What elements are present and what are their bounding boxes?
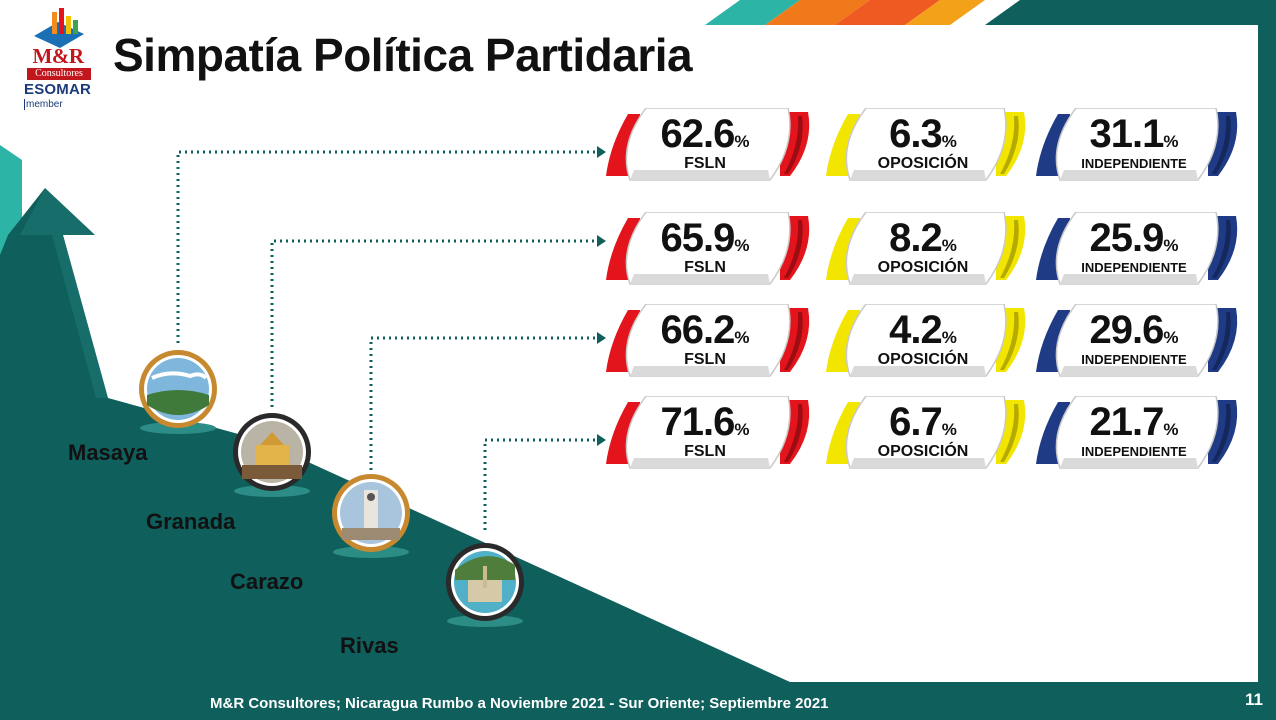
logo-esomar: ESOMAR: [24, 81, 92, 98]
tile-shape: [826, 396, 1026, 469]
party-label: OPOSICIÓN: [877, 259, 969, 276]
fsln-result-granada: 65.9% FSLN: [606, 212, 814, 286]
fsln-result-rivas: 71.6% FSLN: [606, 396, 814, 470]
city-label-masaya: Masaya: [68, 440, 148, 465]
page-number: 11: [1245, 690, 1263, 709]
party-label: FSLN: [684, 259, 726, 276]
fsln-result-masaya: 62.6% FSLN: [606, 108, 814, 182]
percent-symbol: %: [1163, 420, 1179, 439]
percent-value: 65.9%: [616, 216, 794, 261]
party-label: OPOSICIÓN: [877, 443, 969, 460]
logo-brand: M&R: [32, 44, 84, 68]
party-label: INDEPENDIENTE: [1081, 156, 1187, 171]
independiente-result-masaya: 31.1% INDEPENDIENTE: [1036, 108, 1242, 182]
city-label-carazo: Carazo: [230, 569, 304, 594]
footer-band: [0, 682, 1276, 720]
party-label: INDEPENDIENTE: [1081, 352, 1187, 367]
percent-value: 66.2%: [616, 308, 794, 353]
percent-value: 31.1%: [1046, 112, 1222, 157]
tile-shape: [1036, 212, 1238, 285]
fsln-result-carazo: 66.2% FSLN: [606, 304, 814, 378]
percent-symbol: %: [1163, 132, 1179, 151]
percent-number: 65.9: [660, 216, 736, 260]
page-title: Simpatía Política Partidaria: [113, 29, 693, 81]
percent-symbol: %: [941, 236, 957, 255]
tile-shape: [606, 212, 810, 285]
percent-symbol: %: [734, 236, 750, 255]
percent-symbol: %: [1163, 236, 1179, 255]
percent-symbol: %: [941, 328, 957, 347]
independiente-result-granada: 25.9% INDEPENDIENTE: [1036, 212, 1242, 286]
percent-number: 62.6: [660, 112, 736, 156]
percent-value: 29.6%: [1046, 308, 1222, 353]
party-label: FSLN: [684, 443, 726, 460]
percent-symbol: %: [941, 420, 957, 439]
independiente-result-carazo: 29.6% INDEPENDIENTE: [1036, 304, 1242, 378]
percent-value: 71.6%: [616, 400, 794, 445]
tile-shape: [606, 304, 810, 377]
percent-value: 21.7%: [1046, 400, 1222, 445]
oposicion-result-granada: 8.2% OPOSICIÓN: [826, 212, 1030, 286]
tile-shape: [826, 304, 1026, 377]
percent-value: 62.6%: [616, 112, 794, 157]
percent-symbol: %: [734, 420, 750, 439]
percent-value: 25.9%: [1046, 216, 1222, 261]
tile-shape: [606, 108, 810, 181]
percent-number: 66.2: [660, 308, 736, 352]
percent-number: 25.9: [1089, 216, 1165, 260]
percent-number: 71.6: [660, 400, 736, 444]
top-band-teal: [985, 0, 1276, 25]
top-stripe-yellow: [905, 0, 985, 25]
party-label: FSLN: [684, 155, 726, 172]
oposicion-result-masaya: 6.3% OPOSICIÓN: [826, 108, 1030, 182]
carazo-photo: [332, 474, 410, 558]
percent-value: 6.7%: [836, 400, 1010, 445]
rivas-photo: [446, 543, 524, 627]
masaya-photo: [139, 350, 217, 434]
percent-symbol: %: [734, 132, 750, 151]
city-label-granada: Granada: [146, 509, 236, 534]
right-edge-band: [1258, 25, 1276, 685]
tile-shape: [606, 396, 810, 469]
party-label: INDEPENDIENTE: [1081, 260, 1187, 275]
tile-shape: [1036, 396, 1238, 469]
footer-source: M&R Consultores; Nicaragua Rumbo a Novie…: [210, 695, 829, 712]
percent-value: 6.3%: [836, 112, 1010, 157]
party-label: INDEPENDIENTE: [1081, 444, 1187, 459]
oposicion-result-carazo: 4.2% OPOSICIÓN: [826, 304, 1030, 378]
percent-symbol: %: [941, 132, 957, 151]
growth-arrow: [0, 188, 790, 682]
percent-number: 6.3: [889, 112, 943, 156]
percent-number: 29.6: [1089, 308, 1165, 352]
oposicion-result-rivas: 6.7% OPOSICIÓN: [826, 396, 1030, 470]
tile-shape: [1036, 108, 1238, 181]
logo-subtitle: Consultores: [27, 68, 91, 80]
granada-photo: [233, 413, 311, 497]
percent-number: 31.1: [1089, 112, 1165, 156]
tile-shape: [826, 212, 1026, 285]
percent-number: 21.7: [1089, 400, 1165, 444]
percent-number: 8.2: [889, 216, 943, 260]
tile-shape: [826, 108, 1026, 181]
percent-value: 4.2%: [836, 308, 1010, 353]
percent-number: 4.2: [889, 308, 943, 352]
company-logo: M&R Consultores ESOMAR member: [14, 6, 102, 114]
party-label: OPOSICIÓN: [877, 155, 969, 172]
independiente-result-rivas: 21.7% INDEPENDIENTE: [1036, 396, 1242, 470]
top-stripe-teal: [705, 0, 800, 25]
logo-member: member: [24, 99, 63, 110]
city-label-rivas: Rivas: [340, 633, 399, 658]
tile-shape: [1036, 304, 1238, 377]
percent-value: 8.2%: [836, 216, 1010, 261]
percent-symbol: %: [1163, 328, 1179, 347]
logo-graphic: [34, 8, 84, 48]
party-label: FSLN: [684, 351, 726, 368]
percent-symbol: %: [734, 328, 750, 347]
percent-number: 6.7: [889, 400, 943, 444]
party-label: OPOSICIÓN: [877, 351, 969, 368]
